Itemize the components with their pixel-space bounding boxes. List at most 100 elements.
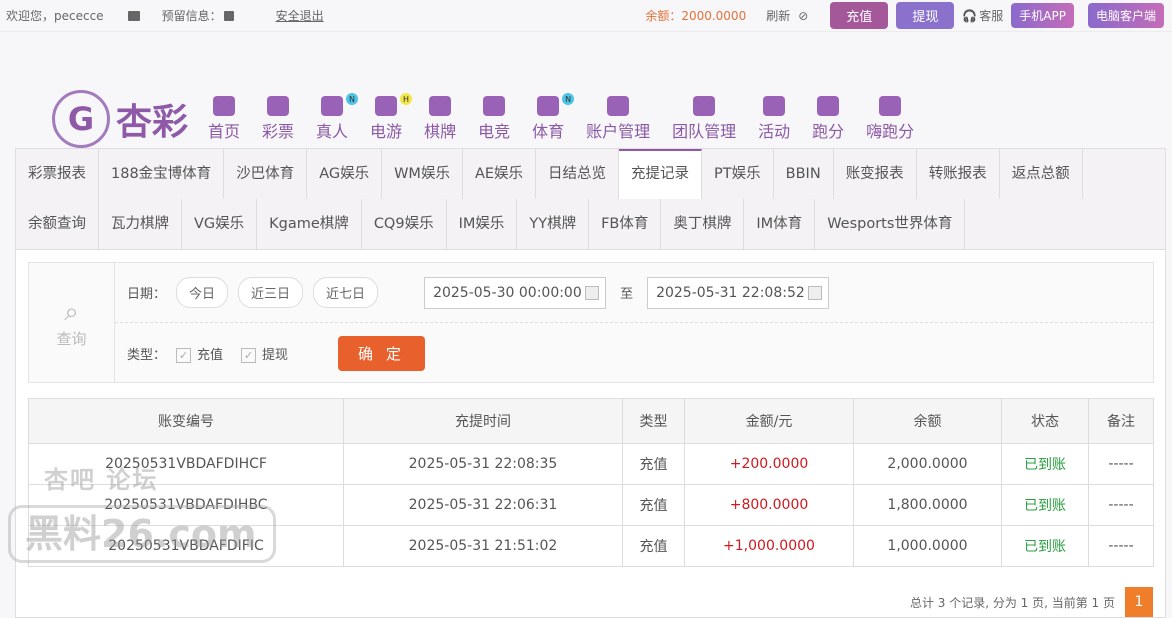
end-date-value: 2025-05-31 22:08:52 [656,284,805,301]
cell: ----- [1088,525,1154,567]
calendar-icon [808,285,823,300]
seven-days-button[interactable]: 近七日 [313,277,379,308]
cell: 20250531VBDAFDIHCF [28,443,344,485]
nav-item-7[interactable]: 账户管理 [586,96,650,142]
nav-label: 首页 [208,122,241,141]
cell: +800.0000 [684,484,854,526]
top-bar: 欢迎您，pececce 预留信息： 安全退出 余额：2000.0000 刷新 ⊘… [0,0,1172,32]
cell: 充值 [622,443,685,485]
deposit-button[interactable]: 充值 [830,2,889,29]
cell: +200.0000 [684,443,854,485]
pc-client-button[interactable]: 电脑客户端 [1087,3,1164,28]
tab-6[interactable]: 日结总览 [536,149,620,199]
logo[interactable]: G 杏彩 [52,90,188,148]
search-icon: ⌕ [64,296,79,327]
tab-7[interactable]: 充提记录 [619,149,703,199]
hide-balance-icon[interactable]: ⊘ [798,8,809,23]
nav-item-8[interactable]: 团队管理 [672,96,736,142]
checkbox-icon: ✓ [176,347,192,363]
tab-8[interactable]: PT娱乐 [702,149,774,199]
tab-23[interactable]: Wesports世界体育 [815,199,966,249]
table-row: 20250531VBDAFDIHBC 2025-05-31 22:06:31 充值 +… [28,484,1154,526]
tab-12[interactable]: 返点总额 [1000,149,1083,199]
tab-3[interactable]: AG娱乐 [307,149,383,199]
tab-22[interactable]: IM体育 [744,199,816,249]
deposit-checkbox[interactable]: ✓ 充值 [176,344,223,363]
logo-emblem-icon: G [52,90,110,148]
column-header: 金额/元 [684,398,854,444]
nav-item-4[interactable]: 棋牌 [424,96,456,142]
nav-item-11[interactable]: 嗨跑分 [866,96,914,142]
tab-17[interactable]: CQ9娱乐 [362,199,447,249]
cell: 1,000.0000 [853,525,1002,567]
tab-2[interactable]: 沙巴体育 [224,149,308,199]
nav-item-3[interactable]: H 电游 [370,93,413,142]
end-date-input[interactable]: 2025-05-31 22:08:52 [647,276,830,309]
withdraw-checkbox[interactable]: ✓ 提现 [241,344,288,363]
query-area[interactable]: ⌕ 查询 [29,263,115,382]
today-button[interactable]: 今日 [176,277,229,308]
customer-service-link[interactable]: 客服 [979,9,1004,23]
cell: 已到账 [1001,484,1089,526]
nav-badge: N [562,93,575,105]
report-tabs: 彩票报表 188金宝博体育 沙巴体育 AG娱乐 WM娱乐 AE娱乐 日结总览 充提记录 PT娱乐… [16,149,1165,250]
three-days-button[interactable]: 近三日 [238,277,304,308]
nav-label: 彩票 [262,122,295,141]
nav-item-2[interactable]: N 真人 [316,93,359,142]
tab-0[interactable]: 彩票报表 [16,149,99,199]
withdraw-label: 提现 [262,347,289,363]
tab-13[interactable]: 余额查询 [16,199,99,249]
nav-label: 棋牌 [424,122,457,141]
nav-label: 电游 [370,122,403,141]
tab-16[interactable]: Kgame棋牌 [257,199,362,249]
nav-label: 嗨跑分 [866,122,915,141]
tab-9[interactable]: BBIN [774,149,834,199]
column-header: 类型 [622,398,685,444]
edit-icon[interactable] [223,10,234,21]
tab-21[interactable]: 奥丁棋牌 [661,199,745,249]
logout-link[interactable]: 安全退出 [275,9,324,23]
records-table: 账变编号 充提时间 类型 金额/元 余额 状态 备注 20250531VBDAFDIHCF 2… [28,398,1154,567]
main-nav: G 杏彩 首页 彩票 N 真人 H 电游 棋牌 电竞 N 体育 账户管理 团队管理 活动 跑分 嗨跑分 [0,32,1172,148]
cell: 20250531VBDAFDIFIC [28,525,344,567]
reserved-info-label: 预留信息： [161,9,222,23]
nav-label: 真人 [316,122,349,141]
cell: 1,800.0000 [853,484,1002,526]
mail-icon[interactable] [127,10,140,21]
nav-item-1[interactable]: 彩票 [262,96,294,142]
start-date-input[interactable]: 2025-05-30 00:00:00 [424,276,607,309]
nav-item-9[interactable]: 活动 [758,96,790,142]
withdraw-button[interactable]: 提现 [896,2,955,29]
page-1-button[interactable]: 1 [1125,587,1153,617]
tab-1[interactable]: 188金宝博体育 [99,149,225,199]
tab-20[interactable]: FB体育 [589,199,662,249]
home-icon [213,96,235,116]
cell: 2025-05-31 22:06:31 [343,484,623,526]
headset-icon: 🎧 [962,8,978,23]
refresh-button[interactable]: 刷新 [766,9,791,23]
tab-19[interactable]: YY棋牌 [517,199,590,249]
gift-icon [763,96,786,116]
tab-11[interactable]: 转账报表 [917,149,1000,199]
tab-4[interactable]: WM娱乐 [382,149,463,199]
report-panel: 彩票报表 188金宝博体育 沙巴体育 AG娱乐 WM娱乐 AE娱乐 日结总览 充提记录 PT娱乐… [15,148,1166,618]
tab-15[interactable]: VG娱乐 [182,199,258,249]
nav-item-10[interactable]: 跑分 [812,96,844,142]
tab-5[interactable]: AE娱乐 [463,149,537,199]
cell: 充值 [622,525,685,567]
tab-18[interactable]: IM娱乐 [447,199,518,249]
start-date-value: 2025-05-30 00:00:00 [433,284,582,301]
balance-text: 余额：2000.0000 [645,9,747,23]
nav-item-0[interactable]: 首页 [208,96,240,142]
nav-item-5[interactable]: 电竞 [478,96,510,142]
confirm-button[interactable]: 确 定 [338,335,425,371]
pagination: 总计 3 个记录, 分为 1 页, 当前第 1 页 1 [910,587,1153,617]
nav-item-6[interactable]: N 体育 [532,93,575,142]
tab-14[interactable]: 瓦力棋牌 [99,199,182,249]
mobile-app-button[interactable]: 手机APP [1011,3,1074,28]
tab-10[interactable]: 账变报表 [834,149,917,199]
cell: 已到账 [1001,443,1089,485]
cell: +1,000.0000 [684,525,854,567]
type-label: 类型： [127,347,167,363]
nav-label: 跑分 [812,122,845,141]
